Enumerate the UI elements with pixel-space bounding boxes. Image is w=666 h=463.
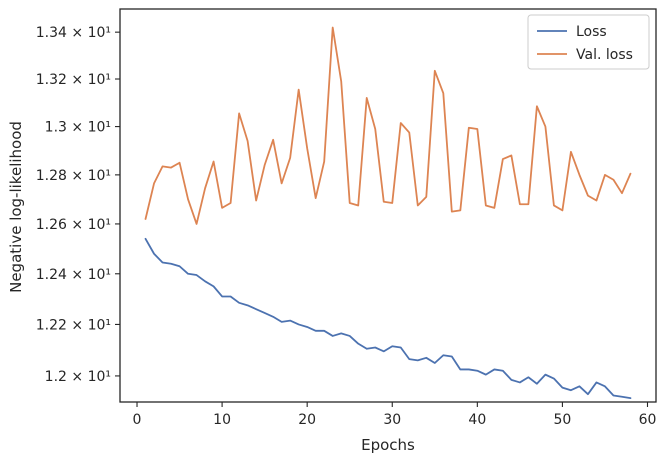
y-tick-label: 1.22 × 10¹ bbox=[36, 317, 111, 333]
y-tick-label: 1.24 × 10¹ bbox=[36, 267, 111, 283]
y-axis-title: Negative log-likelihood bbox=[7, 121, 25, 293]
y-tick-label: 1.26 × 10¹ bbox=[36, 217, 111, 233]
x-tick-label: 60 bbox=[639, 412, 657, 428]
legend-label-val-loss: Val. loss bbox=[576, 47, 633, 63]
series-line-loss bbox=[144, 237, 632, 399]
y-tick-label: 1.3 × 10¹ bbox=[45, 120, 111, 136]
x-tick-label: 30 bbox=[383, 412, 401, 428]
y-tick-label: 1.34 × 10¹ bbox=[36, 25, 111, 41]
plot-area bbox=[119, 8, 657, 403]
x-axis-title: Epochs bbox=[361, 436, 415, 454]
legend-label-loss: Loss bbox=[576, 24, 607, 40]
y-axis: 1.2 × 10¹ 1.22 × 10¹ 1.24 × 10¹ 1.26 × 10¹ 1… bbox=[36, 25, 120, 385]
y-tick-label: 1.28 × 10¹ bbox=[36, 168, 111, 184]
legend: Loss Val. loss bbox=[527, 14, 650, 70]
x-tick-label: 0 bbox=[133, 412, 142, 428]
x-tick-label: 20 bbox=[298, 412, 316, 428]
legend-box bbox=[527, 14, 650, 70]
x-tick-label: 40 bbox=[468, 412, 486, 428]
x-tick-label: 50 bbox=[553, 412, 571, 428]
y-tick-label: 1.2 × 10¹ bbox=[45, 369, 111, 385]
x-axis: 0 10 20 30 40 50 60 bbox=[133, 402, 657, 428]
series-layer bbox=[144, 26, 632, 399]
series-line-val-loss bbox=[144, 26, 632, 225]
y-tick-label: 1.32 × 10¹ bbox=[36, 72, 111, 88]
x-tick-label: 10 bbox=[213, 412, 231, 428]
